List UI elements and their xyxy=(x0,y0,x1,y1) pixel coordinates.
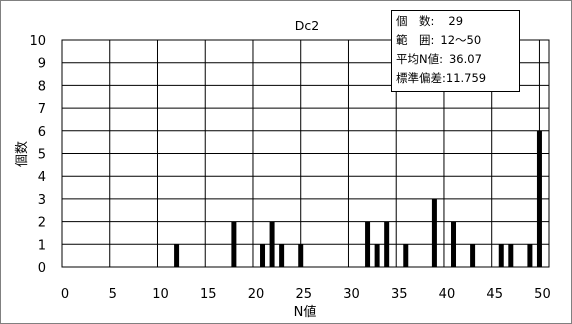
bar xyxy=(298,244,304,267)
bar xyxy=(231,221,237,267)
bar xyxy=(365,221,371,267)
y-tick-label: 0 xyxy=(38,261,46,276)
stat-range-value: 12～50 xyxy=(440,33,482,47)
bar xyxy=(403,244,409,267)
x-tick-label: 30 xyxy=(343,287,360,302)
x-tick-label: 15 xyxy=(200,287,217,302)
stat-count-value: 29 xyxy=(448,14,464,28)
y-tick-label: 3 xyxy=(38,193,46,208)
bar xyxy=(269,221,275,267)
y-axis-label: 個数 xyxy=(15,141,30,167)
stat-mean-label: 平均N値: xyxy=(396,52,443,66)
x-tick-labels: 0 5 10 15 20 25 30 35 40 45 50 xyxy=(61,287,551,302)
bar xyxy=(279,244,285,267)
stat-range: 範 囲: 12～50 xyxy=(396,33,481,47)
stat-count: 個 数: 29 xyxy=(396,14,463,28)
x-tick-label: 10 xyxy=(152,287,169,302)
y-tick-labels: 0 1 2 3 4 5 6 7 8 9 10 xyxy=(29,34,46,276)
y-tick-label: 4 xyxy=(38,170,46,185)
bar xyxy=(498,244,504,267)
y-tick-label: 7 xyxy=(38,102,46,117)
stat-sd-label: 標準偏差: xyxy=(396,71,446,85)
stat-mean-value: 36.07 xyxy=(448,52,482,66)
stat-range-label: 範 囲: xyxy=(396,33,435,47)
chart-title: Dc2 xyxy=(295,18,319,33)
bar xyxy=(451,221,457,267)
x-tick-label: 20 xyxy=(248,287,265,302)
bar xyxy=(508,244,514,267)
x-axis-label: N値 xyxy=(294,304,317,320)
x-tick-label: 35 xyxy=(391,287,408,302)
bar xyxy=(384,221,390,267)
y-tick-label: 2 xyxy=(38,216,46,231)
x-tick-label: 40 xyxy=(439,287,456,302)
bar xyxy=(174,244,180,267)
bar xyxy=(470,244,476,267)
stat-sd: 標準偏差:11.759 xyxy=(396,71,486,85)
y-tick-label: 1 xyxy=(38,238,46,253)
stats-box: 個 数: 29 範 囲: 12～50 平均N値: 36.07 標準偏差:11.759 xyxy=(391,10,520,92)
x-tick-label: 25 xyxy=(295,287,312,302)
bar xyxy=(527,244,533,267)
x-tick-label: 45 xyxy=(486,287,503,302)
x-tick-label: 0 xyxy=(61,287,69,302)
stat-sd-value: 11.759 xyxy=(445,71,487,85)
bar xyxy=(536,130,542,267)
x-tick-label: 50 xyxy=(534,287,551,302)
stat-mean: 平均N値: 36.07 xyxy=(396,52,482,66)
stat-count-label: 個 数: xyxy=(396,14,435,28)
y-tick-label: 9 xyxy=(38,57,46,72)
bar xyxy=(260,244,266,267)
y-tick-label: 6 xyxy=(38,125,46,140)
y-tick-label: 8 xyxy=(38,79,46,94)
bar-series xyxy=(174,130,542,267)
y-tick-label: 5 xyxy=(38,148,46,163)
bar xyxy=(374,244,380,267)
bar xyxy=(431,198,437,267)
y-tick-label: 10 xyxy=(29,34,46,49)
x-tick-label: 5 xyxy=(109,287,117,302)
